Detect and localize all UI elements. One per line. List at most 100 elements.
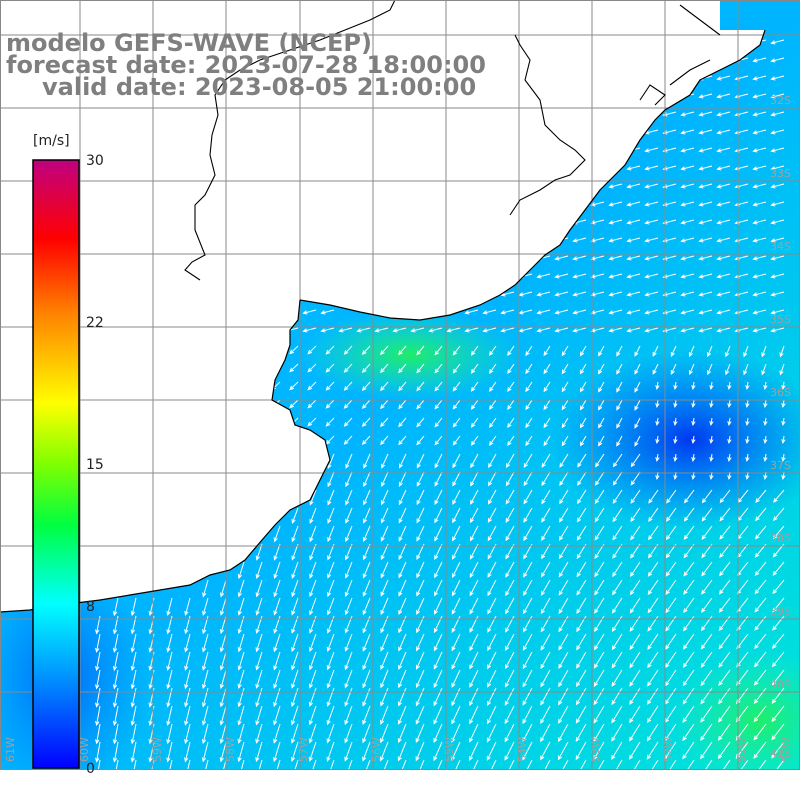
wind-arrow-head	[752, 130, 758, 135]
wind-arrow	[692, 381, 695, 389]
wind-arrow-head	[469, 774, 472, 778]
wind-arrow	[416, 489, 425, 505]
wind-arrow-head	[433, 664, 438, 670]
wind-arrow-head	[754, 534, 760, 540]
wind-arrow	[616, 399, 623, 410]
wind-arrow-head	[781, 456, 786, 463]
wind-arrow-head	[271, 403, 276, 409]
wind-arrow-head	[363, 482, 368, 488]
wind-arrow-head	[647, 590, 653, 596]
wind-arrow-head	[309, 500, 314, 506]
wind-arrow	[717, 75, 731, 80]
wind-arrow-head	[682, 736, 687, 742]
wind-arrow	[558, 669, 569, 687]
wind-arrow-head	[590, 310, 596, 315]
wind-arrow-head	[652, 351, 657, 357]
wind-arrow-head	[434, 775, 437, 779]
wind-arrow	[325, 345, 335, 355]
wind-arrow-head	[680, 166, 686, 171]
wind-arrow	[611, 687, 623, 705]
wind-arrow	[505, 561, 515, 578]
wind-arrow-head	[554, 328, 560, 333]
wind-arrow-head	[755, 498, 760, 503]
wind-arrow-head	[781, 474, 786, 481]
wind-arrow-head	[608, 310, 614, 315]
wind-arrow	[630, 579, 641, 595]
wind-arrow-head	[255, 665, 260, 671]
wind-arrow-head	[273, 702, 278, 708]
wind-arrow	[540, 687, 551, 705]
wind-arrow-head	[290, 738, 296, 744]
wind-arrow-head	[644, 274, 650, 279]
wind-arrow	[483, 309, 497, 314]
wind-arrow	[398, 381, 407, 391]
wind-arrow-head	[594, 608, 599, 614]
wind-arrow-head	[718, 773, 721, 777]
wind-arrow	[746, 435, 749, 443]
wind-arrow	[416, 669, 425, 688]
wind-arrow-head	[763, 456, 768, 463]
wind-arrow-head	[770, 310, 776, 315]
wind-arrow	[648, 525, 659, 540]
wind-arrow-head	[761, 352, 766, 358]
wind-arrow-head	[464, 310, 470, 315]
wind-arrow	[255, 687, 263, 707]
wind-arrow	[543, 345, 551, 356]
wind-arrow	[398, 669, 407, 688]
wind-arrow	[303, 309, 317, 314]
wind-arrow-head	[709, 456, 714, 463]
wind-arrow-head	[416, 440, 421, 446]
wind-arrow-head	[398, 404, 403, 410]
wind-arrow-head	[302, 328, 308, 333]
wind-arrow-head	[327, 463, 332, 469]
wind-arrow-head	[666, 498, 671, 504]
wind-arrow	[96, 741, 101, 762]
wind-arrow	[681, 147, 695, 152]
wind-arrow-head	[629, 681, 634, 687]
wind-arrow-head	[469, 737, 474, 743]
wind-arrow	[344, 741, 353, 761]
wind-arrow	[325, 363, 335, 373]
wind-arrow-head	[745, 456, 750, 463]
wind-arrow	[167, 705, 173, 725]
wind-arrow-head	[543, 351, 548, 357]
wind-arrow-head	[608, 184, 614, 189]
wind-arrow	[416, 381, 425, 391]
wind-arrow-head	[289, 349, 295, 355]
wind-arrow	[522, 741, 533, 760]
wind-arrow-head	[594, 773, 597, 777]
wind-arrow	[489, 381, 497, 392]
wind-arrow-head	[680, 112, 686, 117]
wind-arrow	[96, 633, 101, 652]
wind-arrow-head	[598, 405, 603, 411]
wind-arrow-head	[579, 387, 585, 393]
wind-arrow	[184, 651, 191, 670]
wind-arrow-head	[451, 664, 456, 670]
wind-arrow	[699, 111, 713, 116]
wind-arrow	[666, 507, 677, 522]
wind-arrow	[573, 309, 587, 314]
wind-arrow-head	[718, 607, 724, 613]
wind-arrow-head	[344, 665, 349, 671]
wind-arrow	[452, 471, 461, 486]
wind-arrow	[507, 363, 515, 374]
wind-arrow	[434, 561, 443, 578]
wind-arrow-head	[716, 184, 722, 189]
wind-arrow	[664, 723, 677, 741]
wind-arrow	[627, 183, 641, 188]
wind-arrow	[634, 363, 641, 375]
wind-arrow-head	[343, 440, 349, 445]
wind-arrow	[325, 435, 335, 445]
wind-arrow	[131, 705, 137, 725]
wind-arrow-head	[540, 700, 545, 706]
wind-arrow	[630, 489, 641, 504]
wind-arrow	[345, 543, 353, 560]
wind-arrow	[580, 399, 587, 410]
wind-arrow-head	[398, 368, 403, 374]
wind-arrow-head	[504, 664, 510, 670]
wind-arrow-head	[505, 536, 510, 542]
wind-arrow	[598, 363, 605, 374]
wind-arrow	[681, 255, 695, 260]
wind-arrow-head	[752, 256, 758, 261]
wind-arrow	[718, 723, 731, 741]
